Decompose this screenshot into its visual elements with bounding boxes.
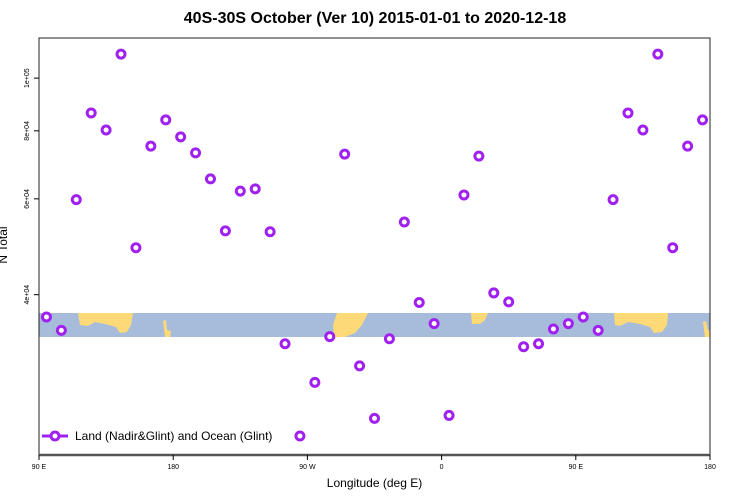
- data-point: [100, 124, 112, 136]
- data-point: [160, 114, 172, 126]
- data-point: [175, 131, 187, 143]
- data-point: [533, 338, 545, 350]
- data-point: [234, 185, 246, 197]
- data-point: [55, 324, 67, 336]
- data-point: [204, 173, 216, 185]
- data-point: [294, 430, 306, 442]
- data-point: [592, 324, 604, 336]
- data-point: [682, 140, 694, 152]
- data-point: [443, 409, 455, 421]
- x-tick-label: 90 W: [299, 464, 316, 471]
- ocean-band: [39, 313, 710, 337]
- data-point: [398, 216, 410, 228]
- data-point: [145, 140, 157, 152]
- data-point: [383, 333, 395, 345]
- x-tick-label: 0: [440, 464, 444, 471]
- x-tick-label: 180: [167, 464, 179, 471]
- data-point: [279, 338, 291, 350]
- y-tick-label: 6e+04: [24, 189, 31, 209]
- data-point: [622, 107, 634, 119]
- legend: Land (Nadir&Glint) and Ocean (Glint): [42, 429, 272, 443]
- data-point: [40, 311, 52, 323]
- land-shape: [471, 313, 488, 324]
- data-point: [190, 147, 202, 159]
- land-shape: [703, 321, 710, 337]
- data-point: [667, 242, 679, 254]
- data-point: [264, 226, 276, 238]
- data-point: [697, 114, 709, 126]
- data-points: [40, 48, 709, 442]
- land-shape: [78, 313, 133, 333]
- legend-marker-icon: [42, 430, 68, 442]
- data-point: [249, 183, 261, 195]
- land-shape: [333, 313, 368, 337]
- data-point: [70, 194, 82, 206]
- chart-title: 40S-30S October (Ver 10) 2015-01-01 to 2…: [183, 10, 567, 27]
- data-point: [637, 124, 649, 136]
- data-point: [354, 360, 366, 372]
- data-point: [130, 242, 142, 254]
- data-point: [562, 318, 574, 330]
- data-point: [503, 296, 515, 308]
- data-point: [577, 311, 589, 323]
- land-shape: [614, 313, 668, 333]
- data-point: [219, 225, 231, 237]
- x-tick-label: 90 E: [569, 464, 584, 471]
- axes: 90 E 180 90 W 0 90 E 180 4e+04 6e+04 8e+04 1e+05: [24, 37, 716, 471]
- x-tick-label: 90 E: [32, 464, 47, 471]
- data-point: [413, 296, 425, 308]
- x-tick-label: 180: [704, 464, 716, 471]
- map-band: [39, 313, 710, 337]
- data-point: [115, 48, 127, 60]
- data-point: [518, 341, 530, 353]
- data-point: [473, 150, 485, 162]
- data-point: [369, 412, 380, 424]
- y-tick-label: 4e+04: [24, 285, 31, 305]
- data-point: [309, 376, 321, 388]
- data-point: [324, 331, 336, 343]
- y-tick-label: 8e+04: [24, 121, 31, 141]
- data-point: [428, 318, 440, 330]
- data-point: [607, 194, 619, 206]
- data-point: [488, 287, 500, 299]
- land-shape: [163, 320, 171, 337]
- data-point: [547, 323, 559, 335]
- x-axis-label: Longitude (deg E): [326, 476, 423, 490]
- legend-label: Land (Nadir&Glint) and Ocean (Glint): [75, 429, 273, 443]
- data-point: [652, 48, 664, 60]
- data-point: [458, 189, 470, 201]
- y-tick-label: 1e+05: [24, 68, 31, 88]
- data-point: [85, 107, 97, 119]
- data-point: [339, 148, 351, 160]
